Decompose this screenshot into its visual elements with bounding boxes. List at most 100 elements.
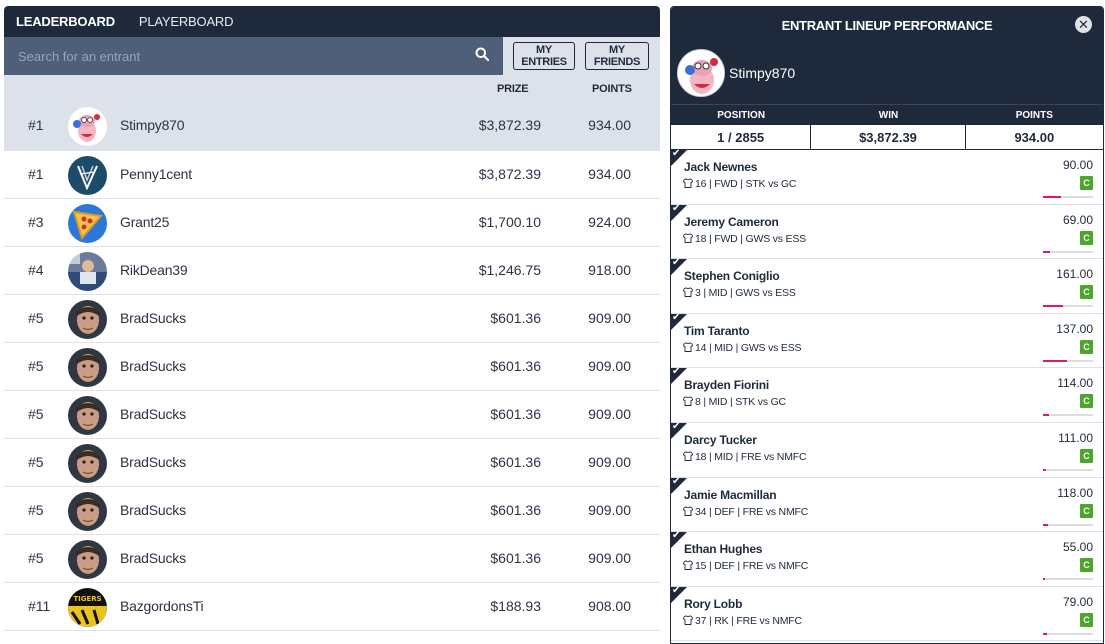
lineup-panel: ENTRANT LINEUP PERFORMANCE ✕ Stimpy870 P… <box>670 6 1104 644</box>
lineup-row[interactable]: ✔ Rory Lobb 37 | RK | FRE vs NMFC 79.00 C <box>671 585 1103 642</box>
player-position: MID <box>714 450 733 463</box>
player-info: 18 | FWD | GWS vs ESS <box>683 233 806 245</box>
entrant-rank: #5 <box>28 358 44 374</box>
tab-playerboard[interactable]: PLAYERBOARD <box>138 14 234 29</box>
table-row[interactable]: #11 TIGERS BazgordonsTi $188.93 908.00 <box>4 583 660 631</box>
table-row[interactable]: #3 Grant25 $1,700.10 924.00 <box>4 199 660 247</box>
table-row[interactable]: #5 BradSucks $601.36 909.00 <box>4 535 660 583</box>
lineup-row[interactable]: ✔ Stephen Coniglio 3 | MID | GWS vs ESS 161… <box>671 257 1103 314</box>
table-row[interactable]: #5 BradSucks $601.36 909.00 <box>4 487 660 535</box>
player-name[interactable]: Stephen Coniglio <box>684 269 780 284</box>
entrant-name[interactable]: BradSucks <box>120 358 186 374</box>
corner-flag <box>671 532 687 549</box>
player-name[interactable]: Darcy Tucker <box>684 432 757 447</box>
player-number: 18 <box>695 232 707 245</box>
player-name[interactable]: Jack Newnes <box>684 160 758 174</box>
entrant-name[interactable]: BradSucks <box>120 454 186 470</box>
search-input[interactable] <box>18 48 458 64</box>
entrant-prize: $601.36 <box>490 502 541 518</box>
lineup-row[interactable]: ✔ Jamie Macmillan 34 | DEF | FRE vs NMFC 11… <box>671 476 1103 533</box>
player-name[interactable]: Jeremy Cameron <box>684 214 779 229</box>
entrant-points: 909.00 <box>588 358 631 374</box>
column-headers: PRIZE POINTS <box>4 75 660 102</box>
lineup-row[interactable]: ✔ Tim Taranto 14 | MID | GWS vs ESS 137.00 C <box>671 312 1103 369</box>
lineup-row[interactable]: ✔ Darcy Tucker 18 | MID | FRE vs NMFC 111.0… <box>671 421 1103 478</box>
entrant-prize: $601.36 <box>490 550 541 566</box>
player-name[interactable]: Jamie Macmillan <box>684 487 777 502</box>
lineup-row[interactable]: ✔ Jeremy Cameron 18 | FWD | GWS vs ESS 69.0… <box>671 202 1103 260</box>
entrant-name[interactable]: RikDean39 <box>120 262 188 278</box>
entrant-prize: $1,246.75 <box>478 262 541 278</box>
progress-fill <box>1043 523 1048 526</box>
panel-title: ENTRANT LINEUP PERFORMANCE <box>781 18 993 33</box>
corner-flag <box>671 368 687 385</box>
progress-bar <box>1043 305 1093 308</box>
corner-flag <box>671 259 687 276</box>
entrant-name[interactable]: BradSucks <box>120 406 186 422</box>
tab-bar: LEADERBOARD PLAYERBOARD <box>4 6 660 37</box>
entrant-name[interactable]: BradSucks <box>120 310 186 326</box>
player-position: FWD <box>714 232 738 245</box>
search-icon[interactable] <box>475 47 490 66</box>
table-row[interactable]: #5 BradSucks $601.36 909.00 <box>4 295 660 343</box>
search-bar: MY ENTRIES MY FRIENDS <box>4 37 660 75</box>
lineup-row[interactable]: ✔ Ethan Hughes 15 | DEF | FRE vs NMFC 55.00… <box>671 530 1103 587</box>
jersey-icon <box>683 287 693 298</box>
progress-bar <box>1043 578 1093 581</box>
entrant-name[interactable]: Grant25 <box>120 214 170 230</box>
entrant-prize: $3,872.39 <box>478 166 541 182</box>
player-info: 8 | MID | STK vs GC <box>683 396 786 408</box>
player-number: 3 <box>695 287 701 300</box>
player-name[interactable]: Rory Lobb <box>684 596 743 611</box>
lineup-row[interactable]: ✔ Jack Newnes 16 | FWD | STK vs GC 90.00 C <box>671 148 1103 205</box>
player-position: DEF <box>714 560 735 573</box>
lineup-row[interactable]: ✔ Brayden Fiorini 8 | MID | STK vs GC 114.0… <box>671 366 1103 423</box>
entrant-points: 934.00 <box>588 117 631 133</box>
corner-flag <box>671 313 687 330</box>
captain-badge: C <box>1080 339 1093 354</box>
player-points: 55.00 <box>1062 540 1093 555</box>
player-match: FRE vs NMFC <box>742 505 809 518</box>
tab-leaderboard[interactable]: LEADERBOARD <box>16 14 115 29</box>
points-value: 934.00 <box>1014 130 1055 145</box>
prize-header: PRIZE <box>497 83 529 95</box>
table-row[interactable]: #5 BradSucks $601.36 909.00 <box>4 343 660 391</box>
entrant-name[interactable]: Stimpy870 <box>120 117 185 133</box>
table-row[interactable]: #5 BradSucks $601.36 909.00 <box>4 439 660 487</box>
my-entries-button[interactable]: MY ENTRIES <box>513 42 575 70</box>
entrant-prize: $3,872.39 <box>478 117 541 133</box>
player-name[interactable]: Tim Taranto <box>684 323 750 338</box>
table-row[interactable]: #4 RikDean39 $1,246.75 918.00 <box>4 247 660 295</box>
entrant-name[interactable]: BradSucks <box>120 502 186 518</box>
entrant-rank: #1 <box>28 117 44 133</box>
avatar <box>68 444 107 483</box>
my-friends-button[interactable]: MY FRIENDS <box>585 42 649 70</box>
player-name[interactable]: Brayden Fiorini <box>684 378 770 393</box>
entrant-points: 924.00 <box>588 214 631 230</box>
entrant-prize: $601.36 <box>490 358 541 374</box>
entrant-prize: $1,700.10 <box>478 214 541 230</box>
close-icon[interactable]: ✕ <box>1075 16 1092 33</box>
table-row[interactable]: #5 BradSucks $601.36 909.00 <box>4 391 660 439</box>
jersey-icon <box>683 178 693 188</box>
entrant-name[interactable]: Penny1cent <box>120 166 192 182</box>
entrant-rank: #11 <box>28 598 51 614</box>
entrant-points: 908.00 <box>588 598 631 614</box>
player-match: GWS vs ESS <box>735 287 796 300</box>
player-info: 34 | DEF | FRE vs NMFC <box>683 506 808 518</box>
check-icon: ✔ <box>672 202 681 214</box>
table-row[interactable]: #1 Penny1cent $3,872.39 934.00 <box>4 151 660 199</box>
player-match: GWS vs ESS <box>745 232 807 245</box>
entrant-rank: #5 <box>28 550 44 566</box>
table-row[interactable]: #1 Stimpy870 $3,872.39 934.00 <box>4 102 660 151</box>
jersey-icon <box>683 451 693 461</box>
captain-badge: C <box>1080 285 1093 300</box>
avatar <box>68 300 107 339</box>
check-icon: ✔ <box>672 148 681 159</box>
check-icon: ✔ <box>672 366 681 378</box>
svg-text:TIGERS: TIGERS <box>73 595 101 603</box>
entrant-prize: $188.93 <box>490 598 541 614</box>
entrant-name[interactable]: BradSucks <box>120 550 186 566</box>
entrant-name[interactable]: BazgordonsTi <box>120 598 204 614</box>
player-name[interactable]: Ethan Hughes <box>684 542 763 557</box>
